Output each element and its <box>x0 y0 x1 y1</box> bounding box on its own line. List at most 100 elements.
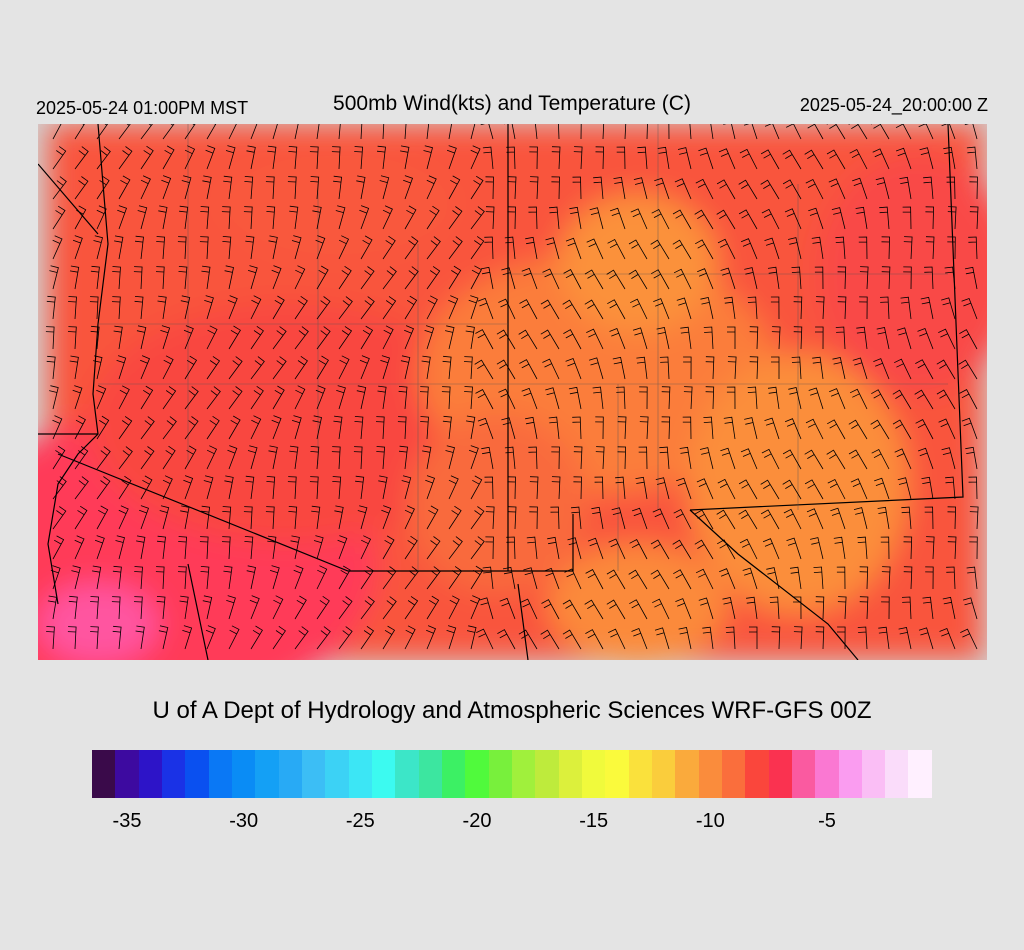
wind-barb <box>850 478 868 500</box>
wind-barb <box>378 475 388 500</box>
wind-barb <box>442 415 452 440</box>
wind-barb <box>206 356 221 380</box>
wind-barb <box>184 416 199 440</box>
wind-barb <box>250 356 265 380</box>
wind-barb <box>162 355 174 380</box>
wind-barb <box>637 146 648 170</box>
wind-barb <box>947 236 956 260</box>
wind-barb <box>74 415 86 440</box>
wind-barb <box>245 475 255 500</box>
wind-barb <box>332 476 342 500</box>
wind-barb <box>338 235 350 260</box>
wind-barb <box>826 124 846 140</box>
wind-barb <box>740 238 758 260</box>
wind-barb <box>535 124 538 140</box>
wind-barb <box>470 265 482 290</box>
wind-barb <box>288 146 298 170</box>
wind-barb <box>837 596 847 620</box>
wind-barb <box>673 268 692 290</box>
colorbar-swatch <box>558 750 582 798</box>
wind-barb <box>155 566 165 590</box>
wind-barb <box>249 595 260 620</box>
wind-barb <box>294 124 299 140</box>
wind-barb <box>90 265 100 290</box>
colorbar-swatch <box>488 750 512 798</box>
wind-barb <box>250 385 264 410</box>
wind-barb <box>633 177 648 200</box>
wind-barb <box>227 295 238 320</box>
wind-barb <box>272 295 285 320</box>
wind-barb <box>607 238 626 260</box>
wind-barb <box>540 329 560 350</box>
wind-barb <box>705 386 715 410</box>
wind-barb <box>661 386 671 410</box>
wind-barb <box>760 179 780 200</box>
wind-barb <box>337 535 348 560</box>
wind-barb <box>788 387 802 410</box>
wind-barb <box>562 629 582 650</box>
wind-barb <box>157 295 167 320</box>
wind-barb <box>573 146 583 170</box>
wind-barb <box>504 446 516 470</box>
wind-barb <box>244 536 254 560</box>
wind-barb <box>485 536 494 560</box>
wind-barb <box>897 477 912 500</box>
wind-barb <box>784 208 802 230</box>
wind-barb <box>52 235 63 260</box>
wind-barb <box>698 147 714 170</box>
wind-barb <box>675 598 692 620</box>
wind-barb <box>45 326 55 350</box>
wind-barb <box>316 565 328 590</box>
wind-barb <box>635 476 648 500</box>
wind-barb <box>246 565 256 590</box>
wind-barb <box>331 146 341 170</box>
wind-barb <box>639 416 649 440</box>
wind-barb <box>894 448 912 470</box>
wind-barb <box>923 176 934 200</box>
wind-barb <box>96 415 110 440</box>
wind-barb <box>180 295 191 320</box>
wind-barb <box>938 328 956 350</box>
wind-barb <box>426 175 437 200</box>
credit-text: U of A Dept of Hydrology and Atmospheric… <box>152 697 872 724</box>
wind-barb <box>316 296 331 320</box>
wind-barb <box>312 415 322 440</box>
wind-barb <box>668 124 670 140</box>
wind-barb <box>547 536 560 560</box>
wind-barb <box>946 176 956 200</box>
wind-barb <box>338 565 351 590</box>
wind-barb <box>947 206 957 230</box>
wind-barb <box>782 479 802 500</box>
wind-barb <box>673 569 692 590</box>
wind-barb <box>683 386 693 410</box>
wind-barb <box>421 355 431 380</box>
wind-barb <box>672 239 692 260</box>
wind-barb <box>826 449 846 470</box>
wind-barb <box>881 596 890 620</box>
wind-barb <box>651 269 670 290</box>
wind-barb <box>206 124 217 140</box>
wind-barb <box>376 446 386 470</box>
wind-barb <box>445 325 455 350</box>
wind-barb <box>404 266 419 290</box>
wind-barb <box>939 627 956 650</box>
wind-barb <box>947 506 957 530</box>
wind-barb <box>426 505 439 530</box>
wind-barb <box>117 205 128 230</box>
wind-barb <box>833 536 846 560</box>
wind-barb <box>587 537 604 560</box>
wind-barb <box>382 596 397 620</box>
wind-barb <box>545 237 560 260</box>
wind-barb <box>836 566 846 590</box>
wind-barb <box>676 477 692 500</box>
wind-barb <box>716 179 736 200</box>
wind-barb <box>694 539 714 560</box>
wind-barb <box>480 124 494 140</box>
wind-barb <box>689 124 692 140</box>
wind-barb <box>738 509 758 530</box>
wind-barb <box>630 208 648 230</box>
wind-barb <box>914 389 934 410</box>
wind-barb <box>918 124 934 140</box>
wind-barb <box>294 595 307 620</box>
wind-barb <box>140 175 151 200</box>
